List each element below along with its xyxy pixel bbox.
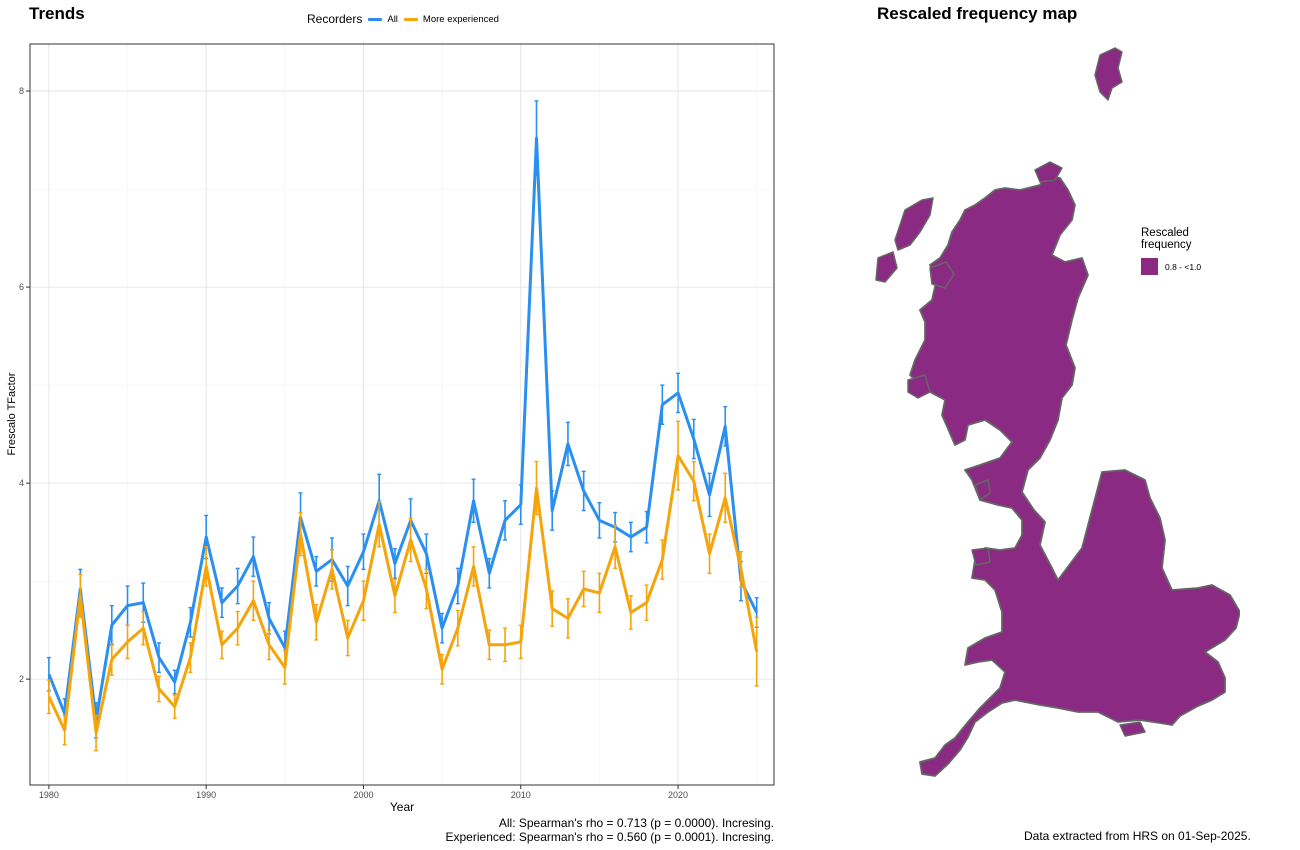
map-skye [929,261,955,289]
map-shetland [1094,47,1123,101]
map-isle-of-man [974,479,991,501]
legend-item-all: All [368,14,398,25]
plot-panel-border [29,43,775,786]
series-legend: Recorders All More experienced [307,12,499,26]
map-great-britain [909,174,1240,777]
map-legend-label: 0.8 - <1.0 [1165,261,1202,272]
x-tick-label: 2000 [353,790,373,800]
legend-item-experienced: More experienced [403,13,499,25]
y-tick-label: 8 [19,86,24,96]
legend-title: Recorders [307,12,363,26]
series-layer [46,100,759,752]
series-line-all [47,136,759,722]
stats-all: All: Spearman's rho = 0.713 (p = 0.0000)… [498,816,774,830]
legend-swatch-experienced [403,17,418,21]
map-title: Rescaled frequency map [877,4,1078,23]
x-tick-label: 1990 [196,790,216,800]
map-legend-title-line2: frequency [1141,239,1192,251]
x-axis-label: Year [390,800,414,814]
series-all [46,100,759,739]
legend-swatch-all [368,17,383,21]
rescaled-frequency-map [875,47,1240,777]
y-axis-label: Frescalo TFactor [6,372,18,455]
map-outer-hebrides [894,197,934,251]
map-orkney [1034,161,1063,183]
data-source-note: Data extracted from HRS on 01-Sep-2025. [1024,829,1251,843]
map-legend-row: 0.8 - <1.0 [1141,258,1201,275]
y-tick-label: 6 [19,282,24,292]
y-tick-label: 2 [19,674,24,684]
trends-title: Trends [29,4,85,23]
map-isle-of-wight [1119,721,1146,737]
legend-label-experienced: More experienced [422,13,499,25]
x-tick-label: 1980 [39,790,59,800]
series-experienced [46,420,759,752]
map-hebrides-south [875,251,898,283]
series-line-experienced [47,454,759,735]
x-tick-label: 2020 [668,790,688,800]
legend-label-all: All [387,13,398,25]
map-anglesey [971,547,991,566]
trends-chart: 1980 1990 2000 2010 2020 2 4 6 8 Year Frescalo T… [6,43,775,814]
map-legend-swatch [1141,258,1158,275]
map-legend: Rescaled frequency 0.8 - <1.0 [1141,227,1201,275]
axis-layer: 1980 1990 2000 2010 2020 2 4 6 8 [19,86,688,800]
x-tick-label: 2010 [511,790,531,800]
map-islay [907,374,931,399]
stats-experienced: Experienced: Spearman's rho = 0.560 (p =… [445,830,775,844]
map-legend-title-line1: Rescaled [1141,227,1189,239]
y-tick-label: 4 [19,478,24,488]
